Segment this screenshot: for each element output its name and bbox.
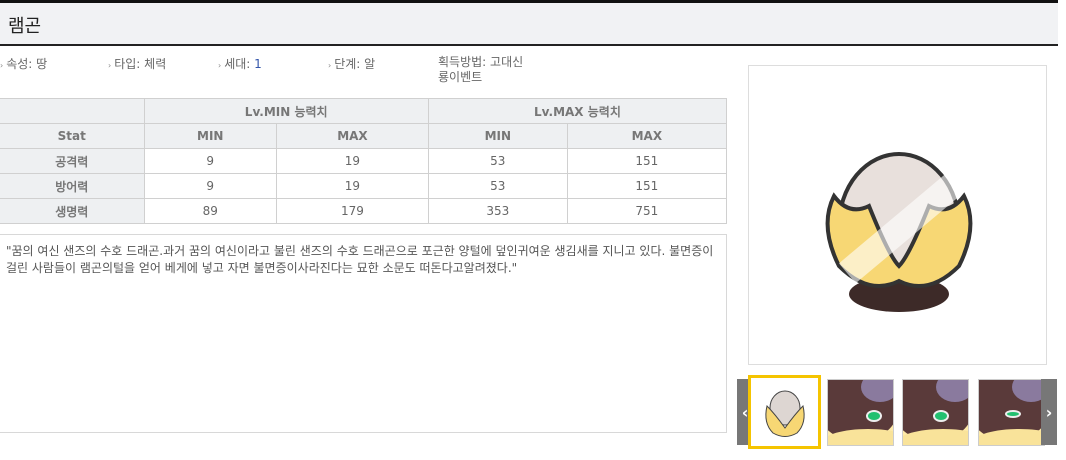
- attr-label: 속성: [6, 57, 29, 71]
- stat-name: 방어력: [0, 173, 145, 199]
- cell: 89: [143, 198, 277, 224]
- egg-thumbnail-image: [765, 390, 805, 437]
- thumbnail-egg[interactable]: [748, 375, 821, 449]
- description: "꿈의 여신 샌즈의 수호 드래곤.과거 꿈의 여신이라고 불린 샌즈의 수호 …: [0, 234, 727, 433]
- sub-header: MIN: [143, 123, 277, 149]
- attr-label: 타입: [114, 57, 137, 71]
- cell: 9: [143, 148, 277, 174]
- chevron-right-icon: ›: [1045, 402, 1053, 422]
- thumbnail-adult[interactable]: [902, 379, 969, 446]
- chevron-right-icon: ›: [0, 61, 4, 70]
- group-header-min: Lv.MIN 능력치: [143, 98, 429, 124]
- thumbnail-elder[interactable]: [978, 379, 1045, 446]
- sub-header: MAX: [275, 123, 429, 149]
- chevron-right-icon: ›: [108, 61, 112, 70]
- cell: 151: [566, 173, 728, 199]
- chevron-right-icon: ›: [218, 61, 222, 70]
- cell: 19: [275, 173, 429, 199]
- attr-value: 고대신: [490, 55, 524, 69]
- empty-header: [0, 98, 145, 124]
- attr-label: 획득방법: [438, 55, 483, 69]
- attr-element: › 속성: 땅: [0, 57, 48, 71]
- thumbnail-hatchling[interactable]: [827, 379, 894, 446]
- attr-acquire: 획득방법: 고대신 룡이벤트: [438, 55, 524, 84]
- chevron-left-icon: ‹: [741, 402, 749, 422]
- attr-value: 알: [364, 57, 376, 71]
- page-title: 램곤: [8, 16, 42, 37]
- cell: 751: [566, 198, 728, 224]
- egg-image: [825, 152, 973, 312]
- cell: 179: [275, 198, 429, 224]
- cell: 53: [427, 148, 568, 174]
- attr-value: 땅: [36, 57, 48, 71]
- stats-table: Lv.MIN 능력치 Lv.MAX 능력치 Stat MIN MAX MIN MAX 공격…: [0, 98, 728, 224]
- cell: 19: [275, 148, 429, 174]
- table-row: 생명력 89 179 353 751: [0, 198, 728, 224]
- table-row: 공격력 9 19 53 151: [0, 148, 728, 174]
- attr-value-cont: 룡이벤트: [438, 70, 483, 84]
- attr-label: 단계: [334, 57, 357, 71]
- cell: 53: [427, 173, 568, 199]
- cell: 353: [427, 198, 568, 224]
- attr-label: 세대: [224, 57, 247, 71]
- attr-generation: › 세대: 1: [218, 57, 262, 71]
- group-header-max: Lv.MAX 능력치: [427, 98, 728, 124]
- main-image: [748, 65, 1047, 365]
- attr-type: › 타입: 체력: [108, 57, 167, 71]
- sub-header: MAX: [566, 123, 728, 149]
- stat-name: 공격력: [0, 148, 145, 174]
- stat-header: Stat: [0, 123, 145, 149]
- sub-header: MIN: [427, 123, 568, 149]
- stat-name: 생명력: [0, 198, 145, 224]
- table-row: 방어력 9 19 53 151: [0, 173, 728, 199]
- attr-value: 체력: [144, 57, 167, 71]
- cell: 151: [566, 148, 728, 174]
- thumbnail-gallery: ‹ ›: [737, 375, 1057, 450]
- attr-stage: › 단계: 알: [328, 57, 376, 71]
- gallery-next-button[interactable]: ›: [1041, 379, 1057, 445]
- cell: 9: [143, 173, 277, 199]
- chevron-right-icon: ›: [328, 61, 332, 70]
- page-header: 램곤: [0, 0, 1058, 46]
- attr-value: 1: [254, 57, 262, 71]
